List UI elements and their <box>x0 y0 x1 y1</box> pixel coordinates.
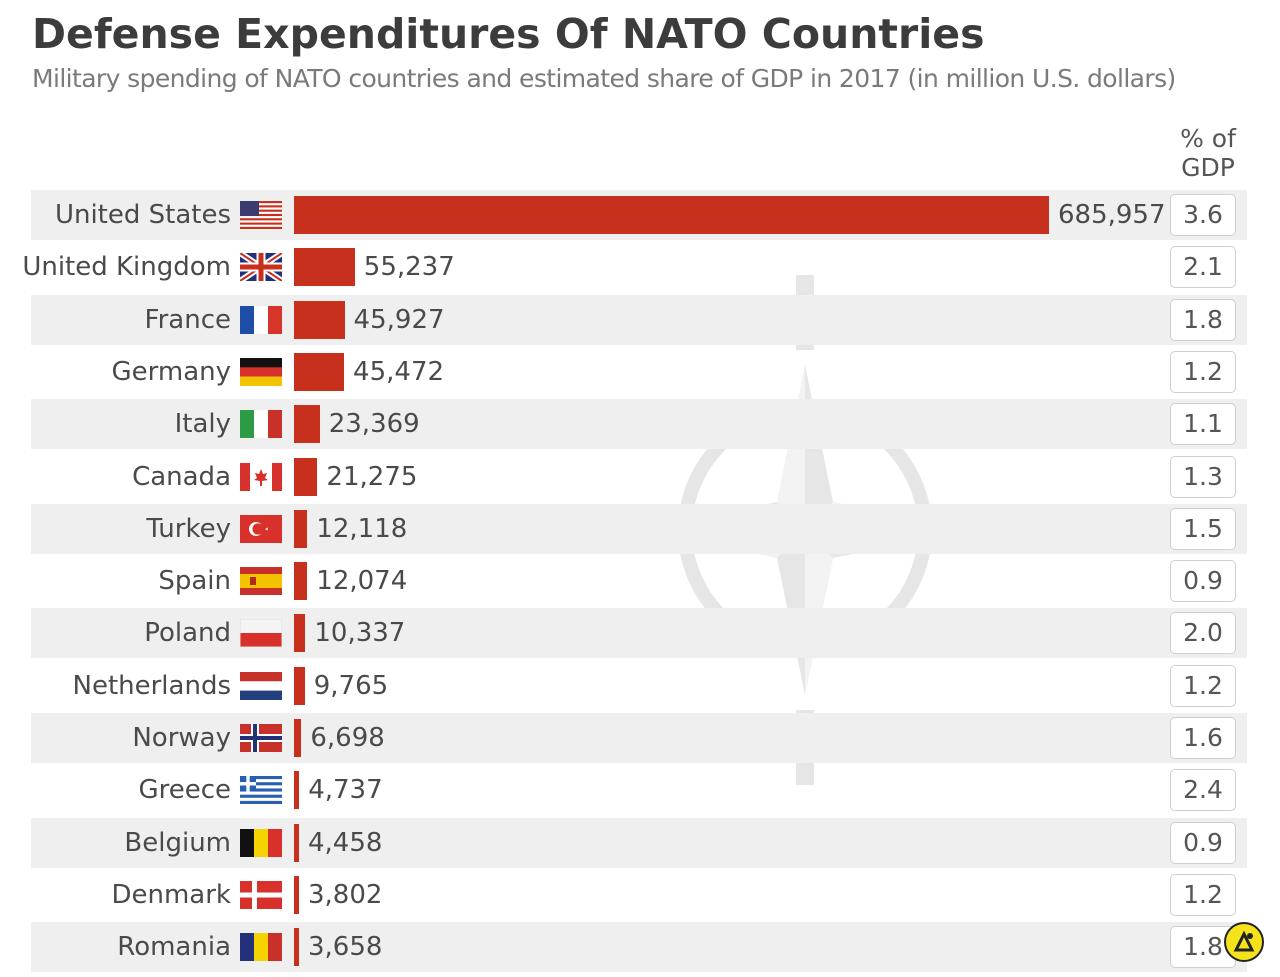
data-label: 55,237 <box>363 252 455 283</box>
data-label: 3,658 <box>308 932 383 963</box>
bar <box>294 771 300 810</box>
chart-row: Greece 4,737 2.4 <box>31 765 1247 815</box>
chart-row: France 45,927 1.8 <box>31 294 1247 345</box>
data-label: 45,927 <box>353 304 445 335</box>
gdp-share-badge: 1.2 <box>1170 664 1236 707</box>
category-label: Netherlands <box>72 670 232 701</box>
us-flag-icon <box>240 201 282 229</box>
statista-logo-icon <box>1224 922 1264 962</box>
germany-flag-icon <box>240 357 282 386</box>
data-label: 45,472 <box>353 356 445 387</box>
france-flag-icon <box>240 305 282 334</box>
bar <box>294 666 305 705</box>
spain-flag-icon <box>240 567 282 596</box>
bar <box>294 300 345 339</box>
bar <box>294 614 306 653</box>
poland-flag-icon <box>239 618 283 648</box>
chart-row: Denmark 3,802 1.2 <box>31 870 1247 920</box>
bar <box>294 719 302 757</box>
bar <box>294 823 299 862</box>
category-label: United States <box>54 200 231 230</box>
chart-row: Germany 45,472 1.2 <box>31 347 1247 397</box>
gdp-share-badge: 1.6 <box>1170 717 1236 759</box>
chart-row: Norway 6,698 1.6 <box>31 713 1247 763</box>
bar <box>294 352 345 391</box>
data-label: 4,458 <box>308 827 383 858</box>
romania-flag-icon <box>240 933 282 962</box>
gdp-share-badge: 2.4 <box>1170 769 1236 812</box>
chart-row: United Kingdom 55,237 2.1 <box>22 242 1247 292</box>
uk-flag-icon <box>238 250 284 284</box>
category-label: Spain <box>158 566 231 597</box>
chart-row: Turkey 12,118 1.5 <box>31 503 1247 554</box>
chart-subtitle: Military spending of NATO countries and … <box>32 64 1176 93</box>
bar <box>294 875 299 914</box>
bar <box>294 248 355 287</box>
bar <box>294 562 308 601</box>
greece-flag-icon <box>240 776 282 805</box>
gdp-share-badge: 0.9 <box>1170 560 1236 603</box>
data-label: 3,802 <box>308 879 383 910</box>
gdp-share-badge: 0.9 <box>1170 821 1236 864</box>
denmark-flag-icon <box>240 880 282 909</box>
chart-row: Netherlands 9,765 1.2 <box>31 661 1247 711</box>
norway-flag-icon <box>240 724 282 752</box>
chart-row: Italy 23,369 1.1 <box>31 399 1247 450</box>
category-label: Belgium <box>124 827 231 858</box>
chart-row: Belgium 4,458 0.9 <box>31 817 1247 868</box>
canada-flag-icon <box>240 462 282 491</box>
gdp-share-badge: 1.5 <box>1170 507 1236 550</box>
bar <box>294 405 320 444</box>
data-label: 10,337 <box>314 618 406 649</box>
gdp-share-badge: 3.6 <box>1170 194 1236 236</box>
netherlands-flag-icon <box>240 671 282 700</box>
data-label: 12,118 <box>316 513 408 544</box>
bar <box>294 509 308 548</box>
turkey-flag-icon <box>240 514 282 543</box>
bar <box>294 457 318 496</box>
category-label: Greece <box>138 775 231 806</box>
data-label: 21,275 <box>326 461 418 492</box>
gdp-share-badge: 1.2 <box>1170 350 1236 393</box>
gdp-share-badge: 1.1 <box>1170 403 1236 446</box>
italy-flag-icon <box>240 410 282 439</box>
bar <box>294 196 1049 234</box>
gdp-share-badge: 2.1 <box>1170 246 1236 289</box>
category-label: Romania <box>117 932 231 963</box>
data-label: 4,737 <box>308 775 383 806</box>
gdp-share-badge: 1.8 <box>1170 298 1236 341</box>
chart-title: Defense Expenditures Of NATO Countries <box>32 10 985 58</box>
chart-row: Spain 12,074 0.9 <box>31 556 1247 606</box>
category-label: United Kingdom <box>22 252 231 283</box>
gdp-share-badge: 1.2 <box>1170 873 1236 916</box>
category-label: Italy <box>174 409 231 440</box>
category-label: France <box>144 304 231 335</box>
category-label: Poland <box>144 618 231 649</box>
category-label: Turkey <box>146 513 231 544</box>
category-label: Norway <box>132 723 231 753</box>
category-label: Canada <box>132 461 231 492</box>
data-label: 685,957 <box>1058 200 1166 230</box>
category-label: Denmark <box>111 879 231 910</box>
chart-row: Poland 10,337 2.0 <box>31 608 1247 659</box>
data-label: 6,698 <box>310 723 385 753</box>
chart-row: Canada 21,275 1.3 <box>31 452 1247 502</box>
chart-row: Romania 3,658 1.8 <box>31 922 1247 973</box>
gdp-share-badge: 1.3 <box>1170 455 1236 498</box>
category-label: Germany <box>111 356 231 387</box>
data-label: 12,074 <box>316 566 408 597</box>
gdp-column-header: % of GDP <box>1180 124 1236 182</box>
gdp-share-badge: 2.0 <box>1170 612 1236 655</box>
data-label: 23,369 <box>328 409 420 440</box>
bar <box>294 928 299 967</box>
chart-row: United States 685,957 3.6 <box>31 190 1247 240</box>
belgium-flag-icon <box>240 828 282 857</box>
data-label: 9,765 <box>313 670 389 701</box>
